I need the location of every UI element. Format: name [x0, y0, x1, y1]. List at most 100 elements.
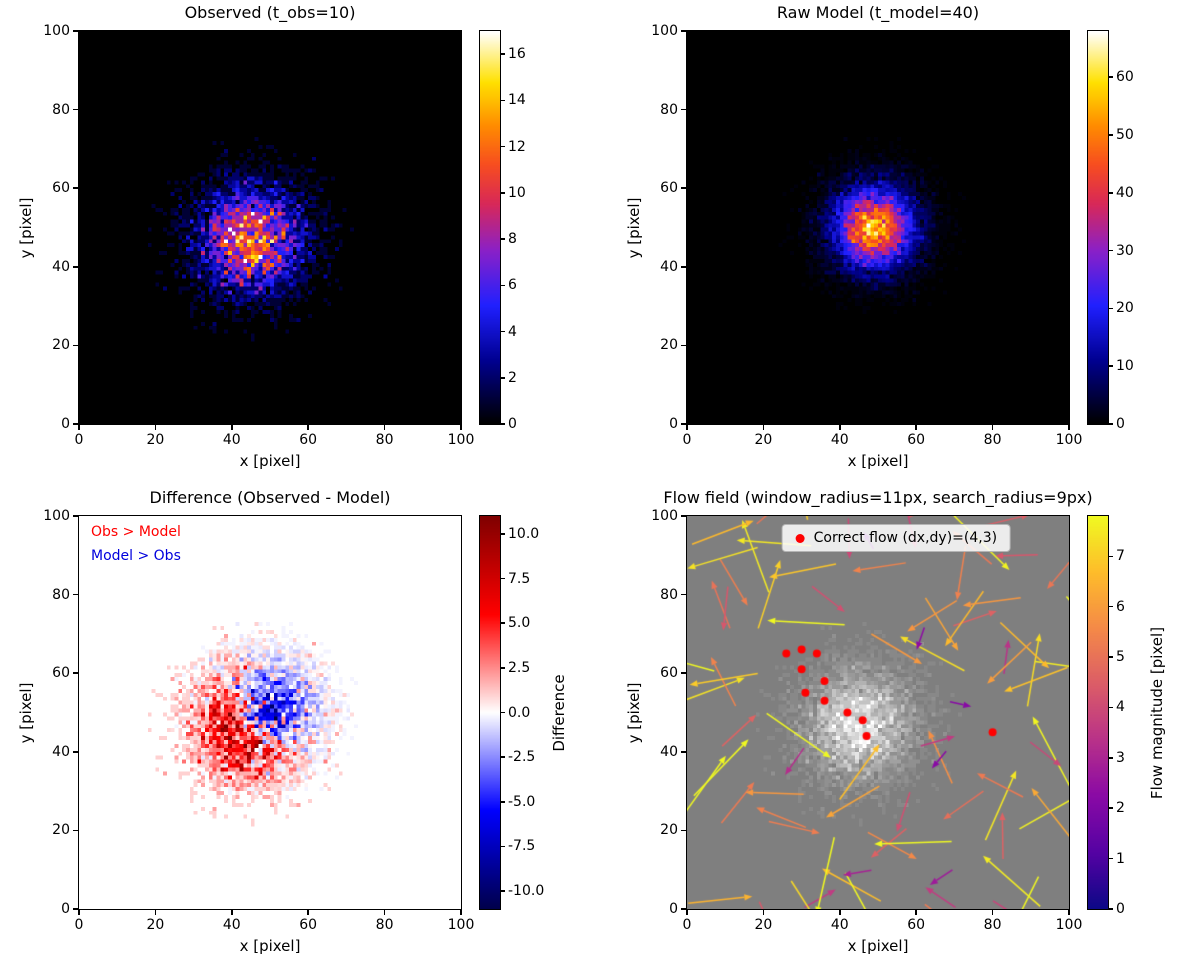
colorbar-tick-mark — [501, 192, 505, 194]
y-tick-label: 80 — [660, 586, 678, 603]
x-tick-label: 80 — [375, 432, 394, 448]
colorbar-tick-mark — [501, 622, 505, 624]
x-tick-mark — [78, 910, 80, 915]
y-tick-label: 60 — [660, 180, 678, 197]
colorbar-tick-mark — [1109, 757, 1113, 759]
colorbar-tick-label: -5.0 — [508, 793, 536, 810]
y-tick-label: 0 — [669, 416, 678, 432]
heatmap-canvas-raw-model — [687, 31, 1069, 424]
y-tick-mark — [681, 593, 686, 596]
x-tick-mark — [686, 910, 688, 915]
colorbar-tick-label: 16 — [508, 46, 526, 63]
y-tick-mark — [681, 908, 686, 910]
colorbar-tick-mark — [1109, 134, 1113, 136]
colorbar-tick-label: 0.0 — [508, 704, 531, 721]
y-tick-mark — [73, 515, 78, 517]
x-tick-label: 100 — [447, 917, 475, 933]
x-tick-mark — [762, 425, 765, 430]
colorbar-tick-mark — [501, 238, 505, 240]
y-tick-mark — [73, 593, 78, 596]
x-tick-label: 40 — [830, 432, 849, 448]
colorbar-tick-label: 5 — [1116, 649, 1125, 666]
x-tick-label: 0 — [682, 917, 692, 933]
x-tick-mark — [1068, 910, 1070, 915]
x-tick-label: 100 — [1055, 432, 1083, 448]
x-tick-mark — [1068, 425, 1070, 430]
colorbar-tick-label: 5.0 — [508, 615, 531, 632]
colorbar-tick-mark — [501, 377, 505, 379]
y-tick-label: 40 — [52, 743, 70, 760]
x-tick-label: 80 — [375, 917, 394, 933]
flow-legend: Correct flow (dx,dy)=(4,3) — [781, 524, 1012, 552]
colorbar-tick-mark — [1109, 192, 1113, 194]
y-tick-mark — [681, 344, 686, 347]
colorbar-tick-label: 2 — [508, 369, 517, 386]
x-tick-label: 40 — [830, 917, 849, 933]
y-axis-label-raw-model: y [pixel] — [625, 197, 643, 258]
x-tick-label: 20 — [754, 917, 773, 933]
y-tick-label: 40 — [52, 258, 70, 275]
colorbar-tick-label: 10.0 — [508, 525, 540, 542]
colorbar-tick-label: 60 — [1116, 69, 1134, 86]
y-tick-mark — [73, 423, 78, 425]
colorbar-tick-label: 2.5 — [508, 659, 531, 676]
colorbar-tick-mark — [501, 667, 505, 669]
x-tick-mark — [991, 910, 994, 915]
colorbar-raw-model — [1087, 30, 1109, 425]
y-tick-label: 40 — [660, 743, 678, 760]
colorbar-tick-label: 40 — [1116, 184, 1134, 201]
colorbar-tick-label: 12 — [508, 138, 526, 155]
y-tick-label: 80 — [52, 586, 70, 603]
colorbar-tick-mark — [501, 99, 505, 102]
colorbar-tick-mark — [1109, 249, 1113, 252]
y-tick-mark — [73, 187, 78, 189]
colorbar-tick-label: 8 — [508, 231, 517, 248]
colorbar-tick-mark — [1109, 605, 1113, 608]
colorbar-tick-label: 50 — [1116, 127, 1134, 144]
x-tick-label: 40 — [222, 917, 241, 933]
plot-axes-flow-field: Correct flow (dx,dy)=(4,3) — [686, 515, 1070, 910]
y-tick-label: 0 — [669, 901, 678, 917]
y-axis-label-observed: y [pixel] — [17, 197, 35, 258]
colorbar-gradient-observed — [480, 31, 500, 424]
plot-axes-observed — [78, 30, 462, 425]
quiver-arrows-canvas — [687, 516, 1069, 909]
y-tick-mark — [73, 344, 78, 347]
colorbar-difference — [479, 515, 501, 910]
x-tick-mark — [231, 425, 233, 430]
colorbar-tick-mark — [501, 423, 505, 425]
heatmap-canvas-observed — [79, 31, 461, 424]
colorbar-label-difference: Difference — [550, 673, 568, 752]
colorbar-tick-mark — [1109, 807, 1113, 809]
plot-title-flow-field: Flow field (window_radius=11px, search_r… — [663, 488, 1093, 507]
plot-title-observed: Observed (t_obs=10) — [184, 3, 356, 22]
x-tick-label: 60 — [299, 432, 318, 448]
y-tick-mark — [681, 515, 686, 517]
plot-title-raw-model: Raw Model (t_model=40) — [776, 3, 980, 22]
y-tick-label: 100 — [43, 508, 70, 524]
colorbar-tick-label: 4 — [508, 323, 517, 340]
y-tick-label: 20 — [660, 822, 678, 839]
heatmap-canvas-difference — [79, 516, 461, 909]
colorbar-tick-label: 7.5 — [508, 570, 531, 587]
y-tick-mark — [681, 30, 686, 32]
colorbar-tick-mark — [1109, 365, 1113, 367]
colorbar-tick-mark — [1109, 555, 1113, 558]
y-tick-mark — [73, 829, 78, 832]
y-tick-mark — [681, 108, 686, 111]
y-tick-label: 0 — [61, 901, 70, 917]
colorbar-tick-mark — [501, 53, 505, 55]
x-tick-label: 40 — [222, 432, 241, 448]
colorbar-tick-label: 0 — [1116, 901, 1125, 917]
colorbar-tick-mark — [1109, 423, 1113, 425]
y-tick-mark — [681, 751, 686, 753]
y-tick-mark — [73, 30, 78, 32]
x-tick-label: 20 — [146, 917, 165, 933]
colorbar-tick-label: -2.5 — [508, 749, 536, 766]
y-tick-label: 100 — [651, 23, 678, 39]
colorbar-observed — [479, 30, 501, 425]
colorbar-tick-label: 0 — [508, 416, 517, 432]
y-tick-label: 20 — [52, 337, 70, 354]
y-tick-label: 20 — [660, 337, 678, 354]
x-tick-mark — [154, 910, 157, 915]
